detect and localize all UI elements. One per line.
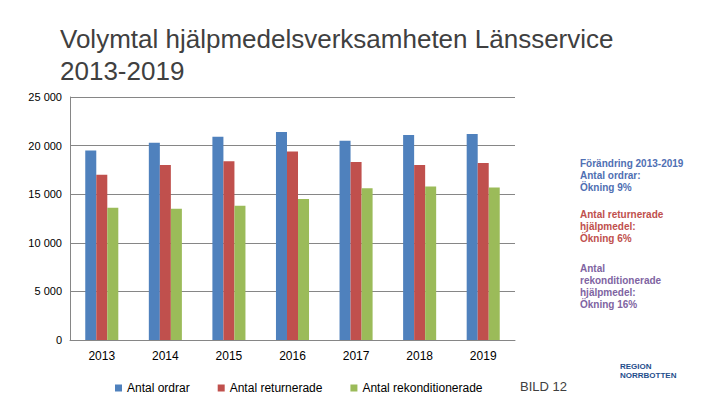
svg-text:0: 0: [56, 334, 62, 346]
svg-text:2013: 2013: [88, 349, 115, 363]
svg-text:Antal returnerade: Antal returnerade: [230, 381, 323, 395]
svg-text:2014: 2014: [152, 349, 179, 363]
svg-text:2015: 2015: [216, 349, 243, 363]
svg-text:2018: 2018: [406, 349, 433, 363]
svg-text:Antal ordrar: Antal ordrar: [127, 381, 190, 395]
svg-text:15 000: 15 000: [28, 188, 62, 200]
svg-text:20 000: 20 000: [28, 140, 62, 152]
svg-text:Antal returnerade: Antal returnerade: [580, 209, 664, 220]
svg-text:Ökning 6%: Ökning 6%: [580, 232, 632, 244]
svg-text:BILD 12: BILD 12: [520, 379, 567, 394]
svg-text:2013-2019: 2013-2019: [60, 56, 184, 86]
svg-text:hjälpmedel:: hjälpmedel:: [580, 221, 636, 232]
svg-text:2016: 2016: [279, 349, 306, 363]
svg-text:Antal ordrar:: Antal ordrar:: [580, 170, 641, 181]
svg-text:hjälpmedel:: hjälpmedel:: [580, 287, 636, 298]
svg-text:5 000: 5 000: [34, 285, 62, 297]
svg-text:rekonditionerade: rekonditionerade: [580, 275, 662, 286]
svg-text:Antal rekonditionerade: Antal rekonditionerade: [362, 381, 482, 395]
svg-text:Ökning 9%: Ökning 9%: [580, 181, 632, 193]
svg-text:2017: 2017: [343, 349, 370, 363]
svg-text:10 000: 10 000: [28, 237, 62, 249]
svg-text:NORRBOTTEN: NORRBOTTEN: [620, 371, 677, 380]
svg-text:REGION: REGION: [620, 362, 652, 371]
svg-text:Förändring 2013-2019: Förändring 2013-2019: [580, 158, 684, 169]
svg-text:25 000: 25 000: [28, 91, 62, 103]
svg-text:Ökning 16%: Ökning 16%: [580, 298, 637, 310]
svg-text:Antal: Antal: [580, 263, 605, 274]
svg-text:2019: 2019: [470, 349, 497, 363]
svg-text:Volymtal hjälpmedelsverksamhet: Volymtal hjälpmedelsverksamheten Länsser…: [60, 24, 621, 54]
